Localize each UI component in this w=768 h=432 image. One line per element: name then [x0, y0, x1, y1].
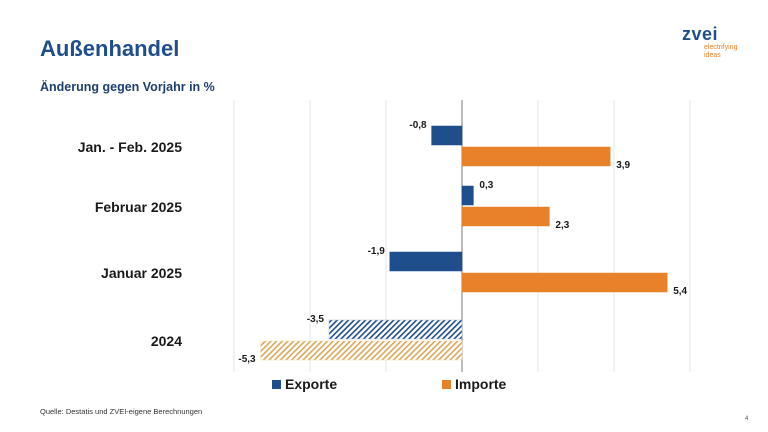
zvei-logo: zvei electrifying ideas: [682, 24, 752, 64]
legend-label-imports: Importe: [455, 376, 507, 392]
category-labels: Jan. - Feb. 2025 Februar 2025 Januar 2025 2…: [78, 139, 182, 349]
bar-exports: [431, 125, 463, 146]
category-label: Jan. - Feb. 2025: [78, 139, 182, 155]
legend-swatch-imports: [442, 379, 451, 389]
bar-exports: [389, 251, 463, 272]
chart-subtitle: Änderung gegen Vorjahr in %: [40, 80, 215, 94]
logo-wordmark: zvei: [682, 24, 719, 44]
value-label-exports: -3,5: [307, 314, 325, 325]
category-label: Januar 2025: [101, 265, 182, 281]
logo-tagline-line-2: ideas: [704, 51, 721, 59]
value-labels: -0,8 3,9 0,3 2,3 -1,9 5,4 -3,5 -5,3: [238, 120, 687, 365]
value-label-exports: 0,3: [479, 180, 493, 191]
legend-label-exports: Exporte: [285, 376, 338, 392]
slide-title: Außenhandel: [40, 36, 180, 61]
source-note: Quelle: Destatis und ZVEI-eigene Berechn…: [40, 407, 203, 416]
legend-swatch-exports: [272, 379, 281, 389]
category-label: 2024: [151, 333, 182, 349]
bar-exports: [328, 319, 463, 340]
bars: [260, 125, 668, 361]
logo-tagline: electrifying ideas: [704, 44, 752, 59]
category-label: Februar 2025: [95, 199, 182, 215]
value-label-imports: 2,3: [555, 220, 569, 231]
value-label-imports: 3,9: [616, 160, 630, 171]
value-label-imports: -5,3: [238, 354, 256, 365]
bar-imports: [260, 340, 463, 361]
value-label-imports: 5,4: [673, 286, 687, 297]
page-number: 4: [745, 416, 749, 422]
value-label-exports: -0,8: [409, 120, 427, 131]
bar-imports: [461, 272, 668, 293]
legend-item-exports: Exporte: [272, 376, 337, 392]
logo-tagline-line-1: electrifying: [704, 44, 738, 51]
bar-imports: [461, 146, 611, 167]
bar-imports: [461, 206, 550, 227]
value-label-exports: -1,9: [368, 246, 386, 257]
bar-exports: [461, 185, 474, 206]
legend-item-imports: Importe: [442, 376, 506, 392]
